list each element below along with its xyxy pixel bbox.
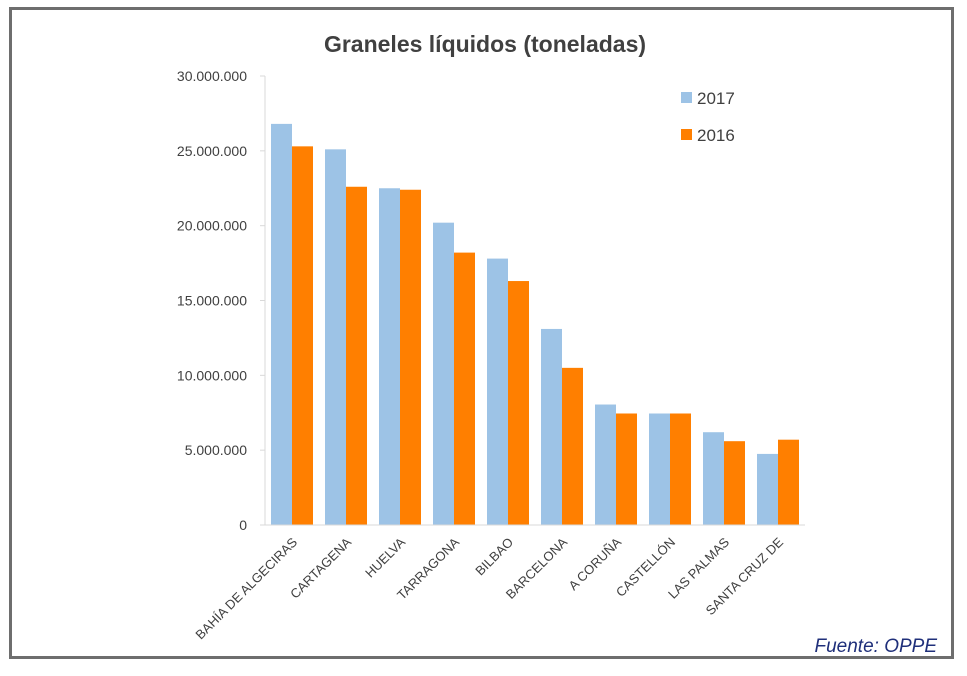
bars: [271, 123, 799, 526]
bar-2017: [271, 123, 292, 525]
y-tick-label: 5.000.000: [185, 442, 247, 458]
y-tick-label: 20.000.000: [177, 218, 247, 234]
y-tick-label: 30.000.000: [177, 68, 247, 84]
x-tick-label: BAHÍA DE ALGECIRAS: [192, 534, 300, 642]
bar-2017: [649, 413, 670, 525]
legend: 2017 2016: [681, 89, 735, 145]
y-tick-label: 0: [239, 517, 247, 533]
bar-2016: [400, 189, 421, 525]
legend-swatch-2016: [681, 129, 692, 140]
y-axis: 0 5.000.000 10.000.000 15.000.000 20.000.000…: [177, 68, 266, 533]
legend-label-2016: 2016: [697, 126, 735, 145]
bar-2017: [595, 404, 616, 525]
legend-label-2017: 2017: [697, 89, 735, 108]
bar-2017: [325, 149, 346, 525]
bar-2017: [757, 453, 778, 525]
x-tick-label: HUELVA: [362, 534, 408, 580]
bar-2017: [379, 188, 400, 525]
x-tick-label: BILBAO: [472, 535, 516, 579]
bar-2016: [616, 413, 637, 525]
y-tick-label: 10.000.000: [177, 367, 247, 383]
bar-2017: [541, 328, 562, 525]
bar-2016: [724, 441, 745, 525]
legend-swatch-2017: [681, 92, 692, 103]
x-tick-label: A CORUÑA: [565, 534, 624, 593]
y-tick-label: 15.000.000: [177, 293, 247, 309]
source-note: Fuente: OPPE: [814, 636, 937, 657]
bar-2016: [292, 146, 313, 526]
bar-2016: [346, 186, 367, 525]
bar-2017: [433, 222, 454, 525]
y-tick-label: 25.000.000: [177, 143, 247, 159]
bar-2016: [562, 367, 583, 525]
bar-2016: [778, 439, 799, 525]
bar-2017: [703, 432, 724, 525]
chart-title: Graneles líquidos (toneladas): [324, 31, 646, 57]
chart-frame: [9, 7, 954, 659]
bar-2016: [508, 281, 529, 525]
bar-2016: [670, 413, 691, 525]
bar-2017: [487, 258, 508, 525]
bar-2016: [454, 252, 475, 525]
